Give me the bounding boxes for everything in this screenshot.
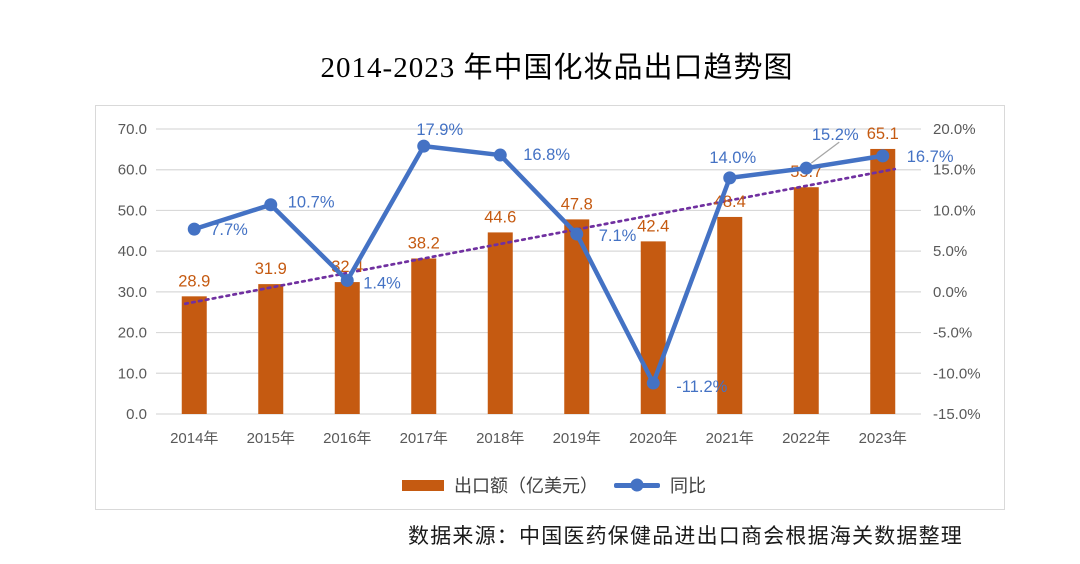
yoy-value-label: 16.8% — [523, 146, 570, 164]
y-axis-left-tick: 50.0 — [118, 202, 147, 219]
chart-frame: 70.0 20.0% 60.0 15.0% 50.0 10.0% 40.0 5.0% 30.0 0… — [95, 105, 1005, 510]
export-bar — [870, 148, 896, 414]
y-axis-right-tick: -5.0% — [933, 325, 972, 342]
y-axis-right-tick: 5.0% — [933, 243, 967, 260]
yoy-value-label: 15.2% — [812, 126, 859, 144]
y-axis-left-tick: 0.0 — [126, 406, 147, 423]
bar-legend-swatch — [402, 479, 444, 491]
y-axis-right-tick: -15.0% — [933, 406, 981, 423]
yoy-value-label: -11.2% — [676, 378, 727, 396]
x-axis-label: 2014年 — [170, 430, 218, 447]
yoy-point — [799, 161, 813, 175]
export-bar — [411, 258, 437, 414]
export-bar — [181, 296, 207, 414]
y-axis-left-tick: 10.0 — [118, 365, 147, 382]
combo-chart: 70.0 20.0% 60.0 15.0% 50.0 10.0% 40.0 5.0% 30.0 0… — [118, 121, 981, 447]
bar-legend-label: 出口额（亿美元） — [454, 476, 598, 496]
y-axis-right-tick: 20.0% — [933, 121, 976, 138]
label-leader-line — [810, 141, 840, 164]
y-axis-right-tick: 10.0% — [933, 202, 976, 219]
yoy-point — [340, 273, 354, 287]
x-axis-label: 2021年 — [706, 430, 754, 447]
yoy-point — [570, 227, 584, 241]
bar-value-label: 47.8 — [561, 195, 593, 213]
yoy-point — [417, 139, 431, 153]
export-bar — [793, 187, 819, 414]
yoy-value-label: 14.0% — [709, 149, 756, 167]
yoy-point — [187, 222, 201, 236]
export-bar — [717, 216, 743, 414]
x-axis-label: 2016年 — [323, 430, 371, 447]
yoy-value-label: 16.7% — [907, 148, 954, 166]
yoy-line — [192, 143, 885, 386]
yoy-value-label: 7.1% — [599, 227, 637, 245]
yoy-point — [264, 198, 278, 212]
bar-value-label: 28.9 — [178, 272, 210, 290]
y-axis-left-tick: 30.0 — [118, 284, 147, 301]
y-axis-left-tick: 60.0 — [118, 162, 147, 179]
y-axis-left-tick: 70.0 — [118, 121, 147, 138]
x-axis-label: 2022年 — [782, 430, 830, 447]
trendline — [183, 167, 897, 306]
chart-title: 2014-2023 年中国化妆品出口趋势图 — [320, 52, 794, 84]
yoy-value-label: 1.4% — [363, 274, 401, 292]
bar-value-label: 44.6 — [484, 208, 516, 226]
y-axis-left-tick: 40.0 — [118, 243, 147, 260]
x-axis-label: 2015年 — [247, 430, 295, 447]
x-axis-label: 2023年 — [859, 430, 907, 447]
bar-value-label: 42.4 — [637, 217, 669, 235]
chart-legend: 出口额（亿美元） 同比 — [402, 474, 706, 496]
yoy-point — [493, 148, 507, 162]
data-source-note: 数据来源：中国医药保健品进出口商会根据海关数据整理 — [408, 524, 963, 548]
line-legend-swatch — [614, 478, 660, 492]
export-bar — [258, 284, 284, 414]
y-axis-right-tick: 15.0% — [933, 162, 976, 179]
export-bar — [487, 232, 513, 414]
y-axis-left-tick: 20.0 — [118, 325, 147, 342]
y-axis-right-tick: 0.0% — [933, 284, 967, 301]
yoy-value-label: 17.9% — [416, 121, 463, 139]
y-axis-right-tick: -10.0% — [933, 365, 981, 382]
yoy-point — [723, 171, 737, 185]
yoy-point — [876, 149, 890, 163]
bar-value-label: 65.1 — [867, 125, 899, 143]
x-axis-label: 2017年 — [400, 430, 448, 447]
export-bar — [334, 282, 360, 414]
bar-value-label: 31.9 — [255, 260, 287, 278]
yoy-value-label: 10.7% — [288, 194, 335, 212]
line-legend-label: 同比 — [670, 476, 706, 496]
yoy-value-label: 7.7% — [210, 221, 248, 239]
yoy-point — [646, 376, 660, 390]
x-axis-label: 2018年 — [476, 430, 524, 447]
line-legend-marker-icon — [630, 478, 644, 492]
x-axis-label: 2020年 — [629, 430, 677, 447]
x-axis-label: 2019年 — [553, 430, 601, 447]
bar-value-label: 38.2 — [408, 234, 440, 252]
